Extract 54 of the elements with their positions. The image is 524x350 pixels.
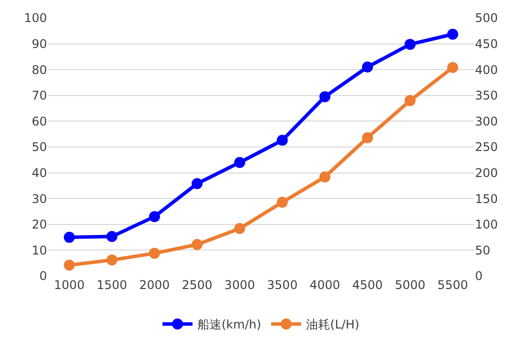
y2-tick-label: 300	[475, 114, 498, 128]
point	[64, 232, 75, 243]
point	[149, 248, 160, 259]
y-tick-label: 80	[32, 62, 47, 77]
y2-tick-label: 450	[475, 37, 498, 51]
y-tick-label: 60	[32, 114, 47, 128]
point	[276, 134, 288, 146]
point	[106, 254, 118, 266]
y-tick-label: 40	[32, 166, 47, 180]
point	[404, 95, 416, 106]
x-tick-label: 3500	[267, 278, 298, 292]
y2-tick-label: 200	[475, 166, 498, 180]
point	[447, 62, 458, 74]
point	[149, 211, 160, 222]
point	[362, 132, 373, 144]
x-tick-label: 4000	[310, 278, 340, 292]
y2-tick-label: 0	[475, 269, 483, 284]
point	[319, 171, 330, 182]
point	[234, 156, 246, 168]
y2-tick-label: 400	[475, 62, 498, 77]
x-tick-label: 2500	[182, 278, 212, 292]
x-tick-label: 1500	[96, 278, 128, 292]
y2-tick-label: 500	[475, 11, 498, 26]
y2-tick-label: 150	[475, 192, 498, 206]
x-tick-label: 3000	[224, 278, 255, 292]
y-tick-label: 30	[32, 192, 47, 206]
legend-label: 油耗(L/H)	[306, 318, 360, 332]
point	[404, 38, 416, 50]
y2-tick-label: 100	[475, 218, 498, 232]
y-tick-label: 50	[32, 140, 47, 154]
point	[192, 178, 203, 190]
point	[319, 91, 330, 102]
y-tick-label: 0	[39, 269, 47, 284]
point	[362, 62, 373, 73]
point	[64, 260, 75, 271]
x-tick-label: 2000	[139, 278, 170, 292]
y2-tick-label: 250	[475, 140, 498, 154]
point	[192, 239, 203, 250]
y2-tick-label: 50	[475, 243, 490, 258]
point	[106, 231, 118, 242]
legend-label: 船速(km/h)	[198, 318, 262, 332]
point	[447, 28, 458, 40]
y2-tick-label: 350	[475, 88, 498, 103]
x-tick-label: 4500	[352, 278, 383, 292]
x-tick-label: 1000	[54, 278, 85, 292]
y-tick-label: 90	[32, 37, 47, 51]
point	[234, 223, 246, 234]
point	[276, 196, 288, 208]
x-tick-label: 5000	[394, 278, 426, 292]
y-tick-label: 100	[24, 11, 47, 26]
x-tick-label: 5500	[437, 278, 468, 292]
y-tick-label: 20	[32, 218, 47, 232]
y-tick-label: 70	[32, 88, 47, 103]
y-tick-label: 10	[32, 243, 47, 258]
